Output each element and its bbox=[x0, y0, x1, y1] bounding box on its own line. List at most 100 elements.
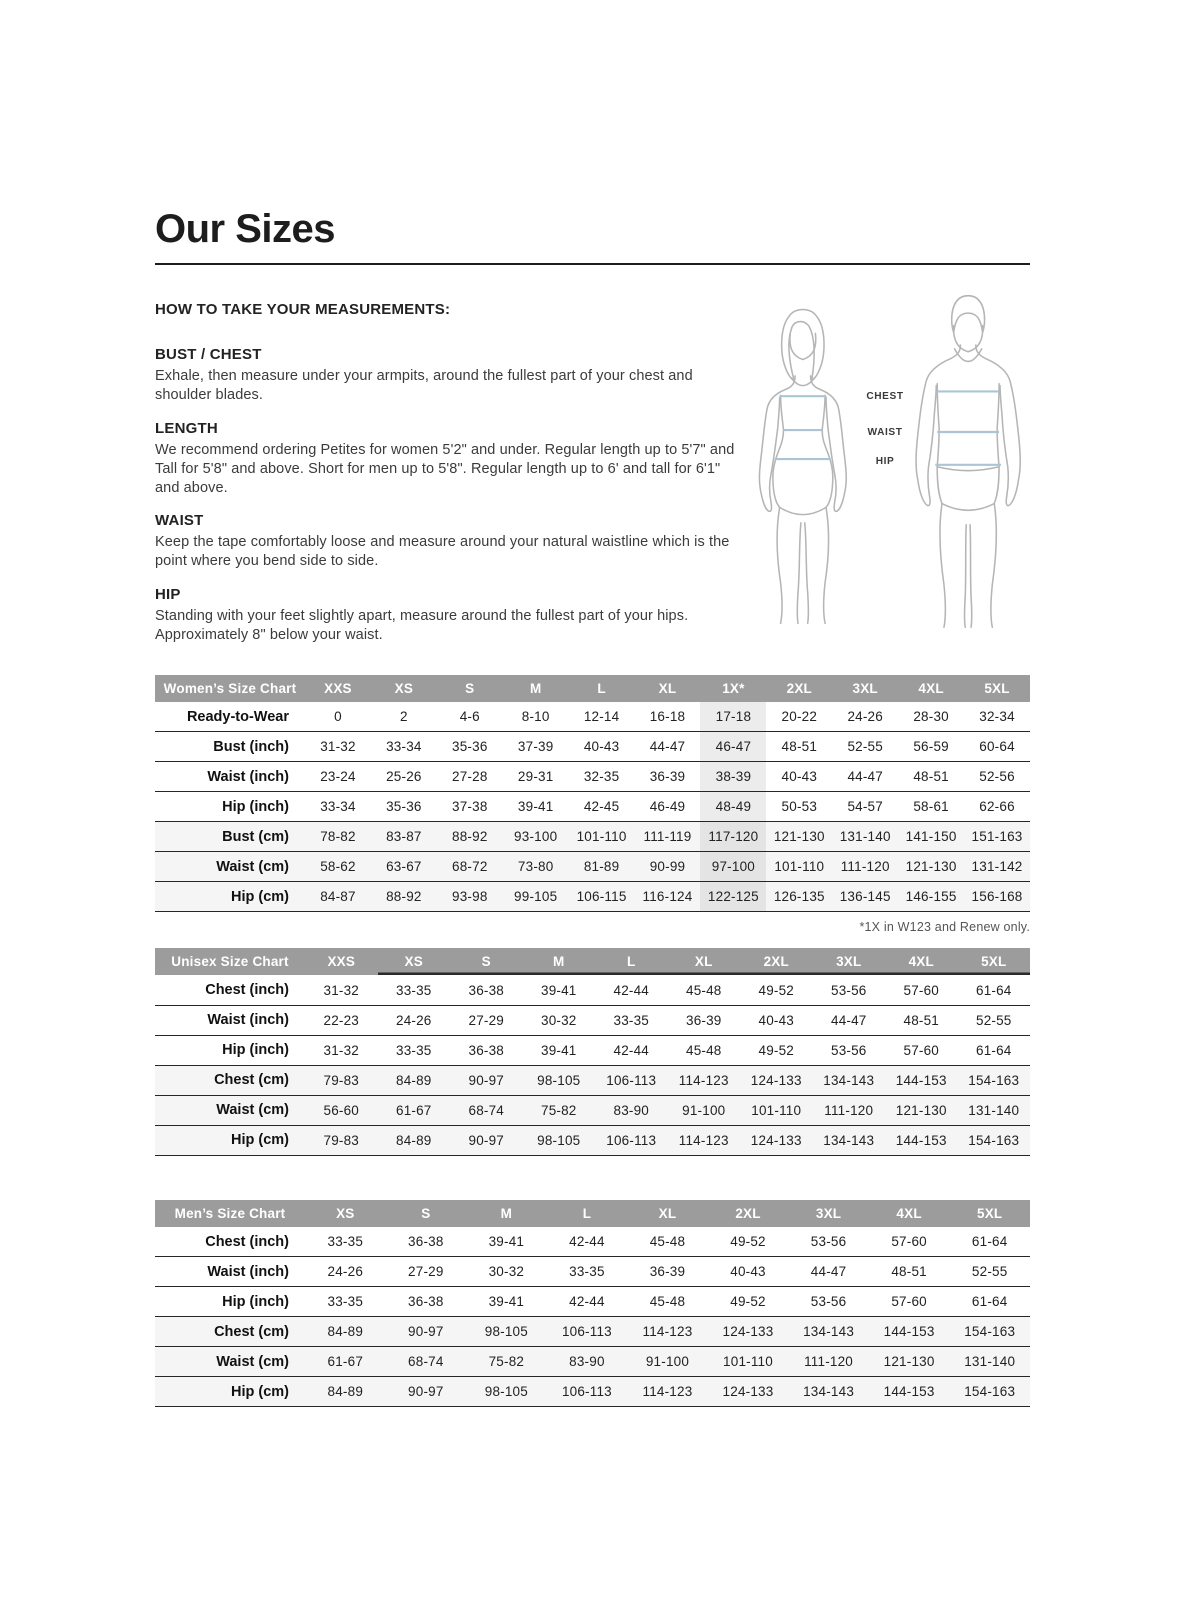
size-cell: 42-45 bbox=[583, 799, 620, 815]
size-cell: 141-150 bbox=[898, 821, 965, 852]
size-cell: 33-35 bbox=[327, 1234, 364, 1250]
table-row: Waist (cm) 56-60 61-67 68-74 75-82 83-90 91-10… bbox=[155, 1095, 1030, 1126]
table-title: Men’s Size Chart bbox=[155, 1199, 305, 1227]
size-cell: 29-31 bbox=[517, 769, 554, 785]
woman-figure bbox=[758, 308, 848, 625]
column-header: 1X* bbox=[700, 674, 767, 702]
size-cell: 39-41 bbox=[517, 799, 554, 815]
size-cell: 35-36 bbox=[452, 739, 488, 755]
size-cell: 36-39 bbox=[649, 1264, 686, 1280]
size-cell: 75-82 bbox=[466, 1346, 547, 1377]
size-cell: 45-48 bbox=[649, 1294, 686, 1310]
size-cell: 106-113 bbox=[595, 1125, 668, 1156]
size-cell: 42-44 bbox=[613, 982, 650, 998]
size-cell: 56-59 bbox=[913, 739, 949, 755]
size-cell: 121-130 bbox=[766, 821, 833, 852]
size-cell: 53-56 bbox=[830, 982, 867, 998]
size-cell: 111-120 bbox=[788, 1346, 869, 1377]
section-hip: HIP Standing with your feet slightly apa… bbox=[155, 586, 740, 645]
table-row: Hip (cm) 79-83 84-89 90-97 98-105 106-113 114-… bbox=[155, 1125, 1030, 1156]
size-cell: 40-43 bbox=[730, 1264, 766, 1280]
column-header: L bbox=[546, 1199, 628, 1227]
column-header: XS bbox=[377, 948, 450, 976]
size-table: Women’s Size Chart XXS XS S M L XL 1X* 2XL 3XL 4XL… bbox=[155, 674, 1030, 913]
table-block: Men’s Size Chart XS S M L XL 2XL 3XL 4XL 5XL Chest… bbox=[155, 1199, 1030, 1408]
size-cell: 106-113 bbox=[595, 1065, 668, 1096]
size-cell: 75-82 bbox=[522, 1095, 595, 1126]
size-cell: 57-60 bbox=[903, 982, 940, 998]
size-cell: 57-60 bbox=[891, 1294, 927, 1310]
column-header: S bbox=[436, 674, 503, 702]
size-cell: 84-89 bbox=[377, 1065, 450, 1096]
size-cell: 46-49 bbox=[649, 799, 686, 815]
column-header: L bbox=[595, 948, 668, 976]
size-cell: 49-52 bbox=[730, 1234, 766, 1250]
size-cell: 106-113 bbox=[546, 1376, 628, 1407]
size-cell: 60-64 bbox=[979, 739, 1015, 755]
size-cell: 84-89 bbox=[305, 1376, 386, 1407]
size-cell: 22-23 bbox=[323, 1012, 360, 1028]
size-cell: 61-64 bbox=[971, 1234, 1008, 1250]
size-cell: 40-43 bbox=[781, 769, 818, 785]
size-cell: 53-56 bbox=[810, 1234, 847, 1250]
size-cell: 20-22 bbox=[781, 709, 818, 725]
size-cell: 63-67 bbox=[370, 851, 437, 882]
size-cell: 131-140 bbox=[949, 1346, 1030, 1377]
size-cell: 49-52 bbox=[758, 982, 795, 998]
size-cell: 121-130 bbox=[885, 1095, 958, 1126]
size-cell: 136-145 bbox=[832, 881, 899, 912]
size-cell: 117-120 bbox=[700, 821, 767, 852]
size-cell: 52-56 bbox=[979, 769, 1015, 785]
size-cell: 131-140 bbox=[832, 821, 899, 852]
column-header: 4XL bbox=[885, 948, 958, 976]
size-cell: 134-143 bbox=[788, 1316, 869, 1347]
row-label: Hip (cm) bbox=[155, 881, 305, 912]
size-cell: 84-89 bbox=[305, 1316, 386, 1347]
size-cell: 52-55 bbox=[975, 1012, 1012, 1028]
table-block: Women’s Size Chart XXS XS S M L XL 1X* 2XL 3XL 4XL… bbox=[155, 674, 1030, 934]
size-cell: 88-92 bbox=[370, 881, 437, 912]
size-cell: 32-34 bbox=[979, 709, 1015, 725]
size-cell: 131-140 bbox=[957, 1095, 1030, 1126]
size-cell: 4-6 bbox=[459, 709, 480, 725]
column-header: XL bbox=[667, 948, 740, 976]
column-header: XS bbox=[305, 1199, 386, 1227]
size-cell: 48-51 bbox=[891, 1264, 927, 1280]
size-cell: 57-60 bbox=[903, 1042, 940, 1058]
size-cell: 33-34 bbox=[386, 739, 422, 755]
size-cell: 61-64 bbox=[975, 1042, 1012, 1058]
size-cell: 24-26 bbox=[847, 709, 883, 725]
table-row: Bust (cm) 78-82 83-87 88-92 93-100 101-110 111… bbox=[155, 821, 1030, 852]
column-header: 4XL bbox=[868, 1199, 950, 1227]
section-body: We recommend ordering Petites for women … bbox=[155, 441, 735, 496]
column-header: S bbox=[450, 948, 523, 976]
size-cell: 31-32 bbox=[320, 739, 356, 755]
size-cell: 93-98 bbox=[436, 881, 503, 912]
size-cell: 124-133 bbox=[707, 1316, 789, 1347]
size-cell: 17-18 bbox=[700, 701, 767, 732]
size-cell: 39-41 bbox=[488, 1294, 525, 1310]
size-cell: 88-92 bbox=[436, 821, 503, 852]
column-header: XXS bbox=[305, 948, 378, 976]
man-shorts-top bbox=[936, 466, 1000, 472]
size-cell: 36-38 bbox=[408, 1294, 444, 1310]
size-cell: 12-14 bbox=[583, 709, 620, 725]
row-label: Waist (cm) bbox=[155, 1095, 305, 1126]
size-cell: 44-47 bbox=[847, 769, 883, 785]
size-table: Unisex Size Chart XXS XS S M L XL 2XL 3XL 4XL 5XL C… bbox=[155, 948, 1030, 1156]
size-cell: 33-35 bbox=[327, 1294, 364, 1310]
row-label: Chest (cm) bbox=[155, 1065, 305, 1096]
row-label: Chest (cm) bbox=[155, 1316, 305, 1347]
size-cell: 98-105 bbox=[522, 1125, 595, 1156]
section-body: Keep the tape comfortably loose and meas… bbox=[155, 534, 730, 570]
chest-label: CHEST bbox=[866, 391, 903, 402]
page-title: Our Sizes bbox=[155, 207, 336, 251]
row-label: Ready-to-Wear bbox=[186, 708, 289, 725]
section-heading: BUST / CHEST bbox=[155, 346, 262, 364]
size-cell: 53-56 bbox=[810, 1294, 847, 1310]
column-header: M bbox=[522, 948, 595, 976]
size-cell: 27-29 bbox=[408, 1264, 444, 1280]
size-cell: 98-105 bbox=[522, 1065, 595, 1096]
size-cell: 73-80 bbox=[502, 851, 569, 882]
table-row: Chest (inch) 33-35 36-38 39-41 42-44 45-48 49-… bbox=[155, 1227, 1030, 1257]
